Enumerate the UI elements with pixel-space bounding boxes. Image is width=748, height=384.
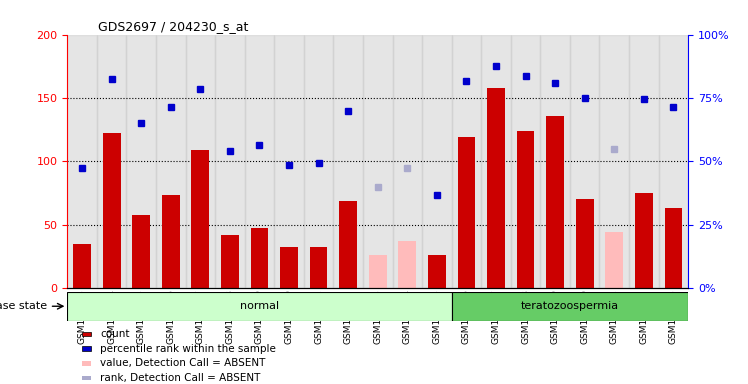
Bar [73, 244, 91, 288]
FancyBboxPatch shape [67, 292, 452, 321]
Text: normal: normal [240, 301, 279, 311]
Bar [570, 35, 599, 288]
Bar [67, 35, 97, 288]
Bar [487, 88, 505, 288]
Bar [215, 35, 245, 288]
Bar [422, 35, 452, 288]
Bar [340, 200, 357, 288]
Bar [393, 35, 422, 288]
Bar [280, 247, 298, 288]
Bar [334, 35, 363, 288]
Bar [132, 215, 150, 288]
Bar [97, 35, 126, 288]
Bar [363, 35, 393, 288]
Bar [221, 235, 239, 288]
Bar [275, 35, 304, 288]
Bar [310, 247, 328, 288]
Bar [517, 131, 534, 288]
Bar [156, 35, 186, 288]
Text: percentile rank within the sample: percentile rank within the sample [100, 344, 276, 354]
Bar [428, 255, 446, 288]
Bar [481, 35, 511, 288]
Bar [664, 208, 682, 288]
Text: count: count [100, 329, 129, 339]
Bar [162, 195, 180, 288]
Bar [546, 116, 564, 288]
Text: GDS2697 / 204230_s_at: GDS2697 / 204230_s_at [98, 20, 249, 33]
Text: disease state: disease state [0, 301, 46, 311]
Bar [399, 241, 416, 288]
Text: rank, Detection Call = ABSENT: rank, Detection Call = ABSENT [100, 373, 260, 383]
Bar [191, 150, 209, 288]
Bar [452, 35, 481, 288]
Bar [658, 35, 688, 288]
Bar [126, 35, 156, 288]
Bar [599, 35, 629, 288]
Bar [458, 137, 475, 288]
Bar [540, 35, 570, 288]
Bar [511, 35, 540, 288]
Bar [635, 193, 653, 288]
Bar [605, 232, 623, 288]
Bar [629, 35, 658, 288]
Bar [102, 133, 120, 288]
Bar [251, 228, 269, 288]
Bar [304, 35, 334, 288]
Bar [576, 199, 594, 288]
Bar [369, 255, 387, 288]
FancyBboxPatch shape [452, 292, 688, 321]
Bar [245, 35, 275, 288]
Text: value, Detection Call = ABSENT: value, Detection Call = ABSENT [100, 358, 266, 368]
Text: teratozoospermia: teratozoospermia [521, 301, 619, 311]
Bar [186, 35, 215, 288]
